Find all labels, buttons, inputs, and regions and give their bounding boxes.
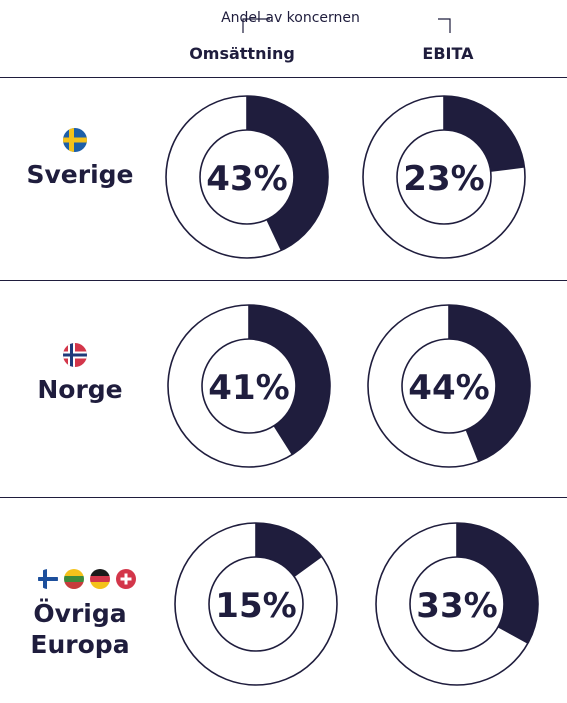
group-label: Andel av koncernen xyxy=(221,10,360,26)
flag-sweden-icon xyxy=(63,128,87,152)
donut-segment-1-0 xyxy=(249,305,331,455)
region-name-norge: Norge xyxy=(37,375,123,404)
donut-value-label-2-1: 33% xyxy=(416,586,497,626)
column-header-ebita: EBITA xyxy=(422,44,474,63)
donut-end-line-1-0 xyxy=(273,425,294,455)
donut-value-label-0-0: 43% xyxy=(206,159,287,199)
divider-1 xyxy=(0,280,567,281)
region-name-line-1: Övriga xyxy=(33,599,127,628)
donut-end-line-2-1 xyxy=(497,625,529,644)
donut-segment-1-1 xyxy=(449,305,530,462)
donut-segment-0-1 xyxy=(444,96,525,172)
region-name-ovriga-europa: Övriga Europa xyxy=(5,598,155,660)
donut-value-label-2-0: 15% xyxy=(215,586,296,626)
donut-segment-2-1 xyxy=(457,523,538,644)
region-name-line-2: Europa xyxy=(30,630,130,659)
donut-segment-2-0 xyxy=(256,523,322,577)
donut-end-line-1-1 xyxy=(465,429,480,462)
donut-value-label-1-0: 41% xyxy=(208,368,289,408)
donut-end-line-2-0 xyxy=(293,555,323,578)
region-name-sverige: Sverige xyxy=(26,160,134,189)
flag-lithuania-icon xyxy=(64,569,84,589)
donut-end-line-0-0 xyxy=(266,219,283,251)
flag-norway-icon xyxy=(63,343,87,367)
donut-value-label-0-1: 23% xyxy=(403,159,484,199)
divider-top xyxy=(0,77,567,78)
flag-finland-icon xyxy=(38,569,58,589)
flag-germany-icon xyxy=(90,569,110,589)
flag-switzerland-icon xyxy=(116,569,136,589)
donut-value-label-1-1: 44% xyxy=(408,368,489,408)
divider-2 xyxy=(0,497,567,498)
bracket-lines xyxy=(242,18,451,33)
donut-end-line-0-1 xyxy=(490,166,525,172)
column-header-revenue: Omsättning xyxy=(189,44,295,63)
